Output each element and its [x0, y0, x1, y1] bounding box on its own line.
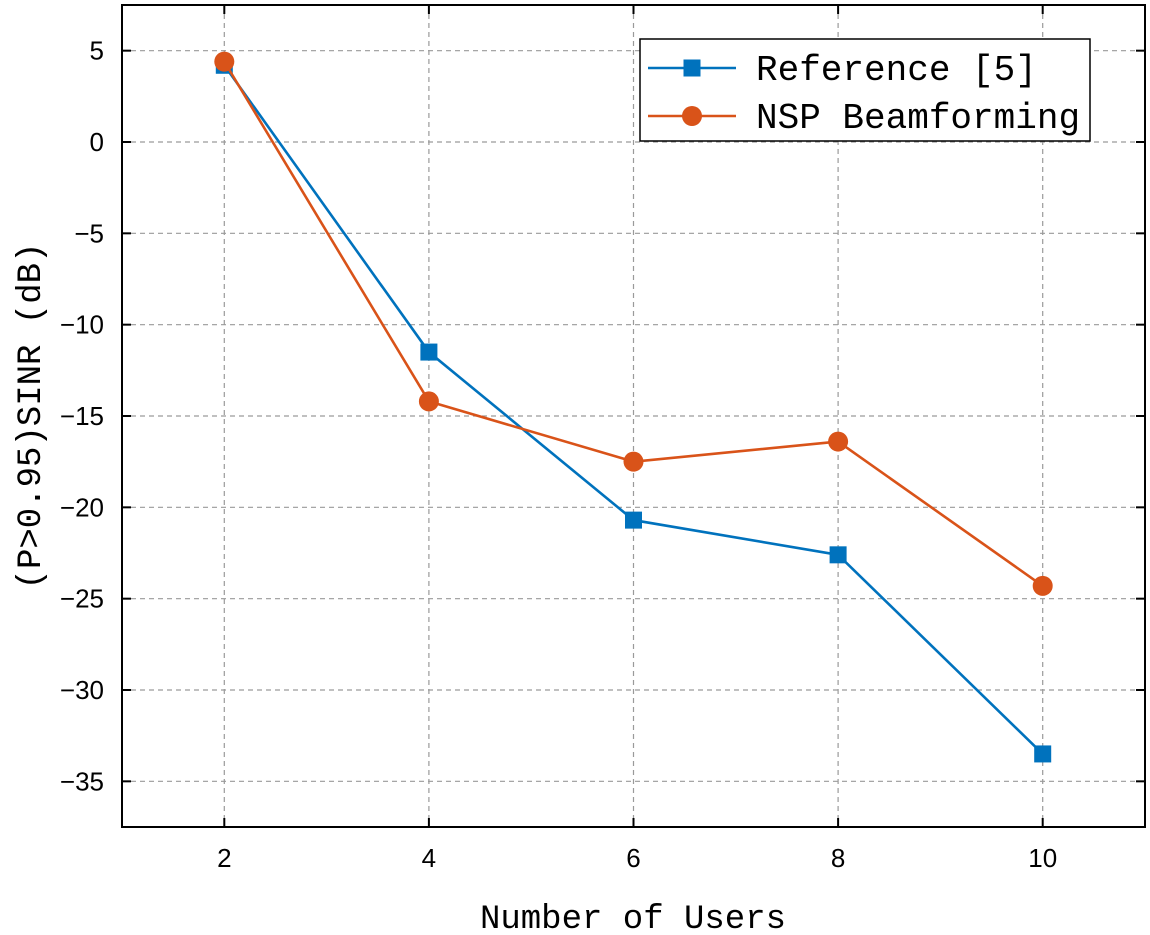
x-axis-label: Number of Users: [480, 901, 786, 935]
y-tick-label: −15: [60, 401, 104, 431]
legend: Reference [5] NSP Beamforming: [639, 38, 1091, 142]
legend-entry: NSP Beamforming: [648, 98, 1080, 139]
legend-label: NSP Beamforming: [756, 98, 1080, 139]
data-point-circle: [828, 431, 849, 452]
y-tick-label: −10: [60, 310, 104, 340]
x-tick-label: 6: [626, 843, 640, 873]
y-tick-label: 5: [90, 36, 104, 66]
legend-entries: Reference [5] NSP Beamforming: [648, 50, 1080, 139]
tick-labels: 2 4 6 8 10 5 0 −5 −10 −15 −20 −25 −30 −35: [60, 36, 1057, 873]
data-point-circle: [1032, 575, 1053, 596]
legend-marker-square: [683, 59, 701, 77]
y-tick-label: −20: [60, 492, 104, 522]
x-tick-label: 4: [422, 843, 436, 873]
legend-label: Reference [5]: [756, 50, 1037, 91]
plot-series: [214, 51, 1053, 763]
data-point-square: [1034, 745, 1052, 763]
data-point-circle: [418, 391, 439, 412]
y-tick-label: 0: [90, 127, 104, 157]
y-tick-label: −5: [74, 218, 104, 248]
data-point-circle: [214, 51, 235, 72]
data-point-circle: [623, 451, 644, 472]
data-point-square: [420, 343, 438, 361]
data-point-square: [625, 511, 642, 529]
axis-ticks: [122, 5, 1145, 827]
data-point-square: [829, 546, 847, 564]
legend-box: [639, 38, 1091, 142]
y-tick-label: −25: [60, 584, 104, 614]
x-tick-label: 10: [1028, 843, 1057, 873]
y-tick-label: −35: [60, 766, 104, 796]
y-axis-label: (P>0.95)SINR (dB): [13, 243, 51, 590]
series-1: [214, 51, 1053, 596]
legend-marker-circle: [682, 106, 702, 126]
x-tick-label: 2: [217, 843, 231, 873]
y-tick-label: −30: [60, 675, 104, 705]
x-tick-label: 8: [831, 843, 845, 873]
legend-entry: Reference [5]: [648, 50, 1037, 91]
grid: [122, 5, 1145, 827]
